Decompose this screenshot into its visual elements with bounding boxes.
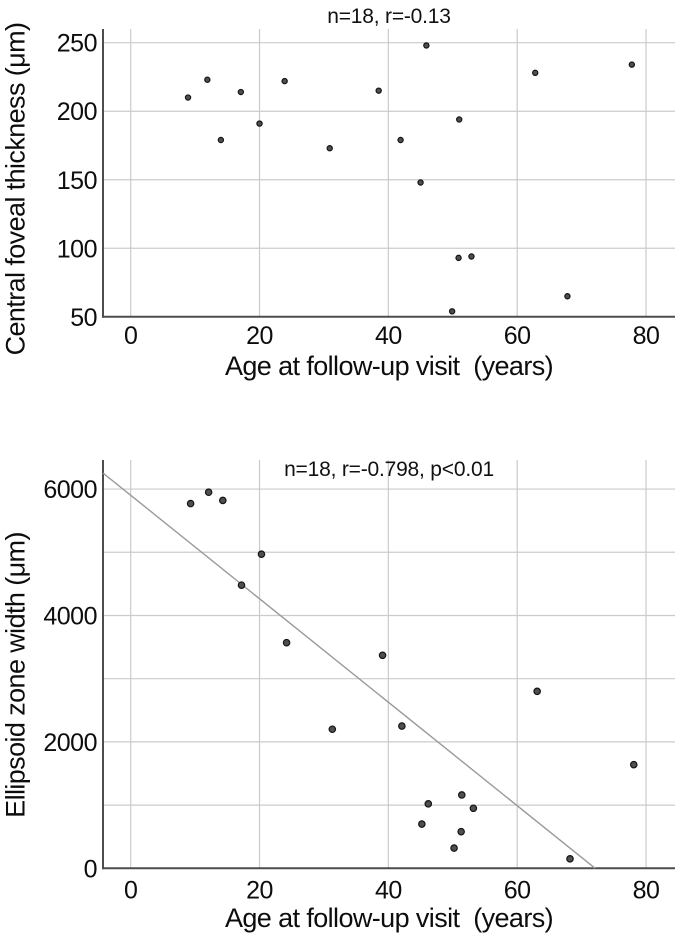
y-tick-label: 50: [70, 304, 97, 332]
data-point: [378, 651, 387, 660]
data-point: [450, 844, 458, 852]
x-tick-label: 80: [633, 322, 660, 350]
data-point: [468, 253, 475, 260]
data-point: [237, 88, 245, 96]
cft-scatter-plot: 0 20 40 60 80 50 100 150 200 250: [57, 29, 675, 350]
data-point: [455, 254, 462, 262]
data-point: [328, 725, 337, 734]
data-point: [256, 120, 263, 127]
chart-ellipsoid-zone-width: 0 20 40 60 80 0 2000 4000 6000 n=18, r=-0.798, p…: [0, 400, 685, 945]
ezw-scatter-plot: 0 20 40 60 80 0 2000 4000 6000: [43, 460, 675, 904]
data-point: [564, 293, 571, 300]
data-point: [282, 638, 291, 647]
x-tick-label: 40: [375, 322, 402, 350]
x-tick-label: 40: [375, 876, 402, 904]
cft-x-axis-label: Age at follow-up visit (years): [224, 351, 554, 381]
cft-chart-title: n=18, r=-0.13: [327, 5, 451, 28]
data-point: [469, 804, 478, 813]
x-tick-label: 0: [124, 876, 137, 904]
data-point: [533, 687, 541, 696]
data-point: [375, 87, 382, 94]
data-point: [257, 550, 266, 558]
data-point: [397, 136, 404, 144]
data-point: [532, 69, 539, 77]
x-tick-label: 20: [246, 876, 273, 904]
data-point: [424, 800, 433, 808]
data-point: [204, 76, 211, 83]
data-point: [418, 820, 426, 828]
data-point: [219, 496, 227, 505]
data-point: [628, 61, 636, 68]
y-tick-label: 150: [57, 167, 97, 195]
y-tick-label: 200: [57, 98, 97, 126]
data-point: [237, 581, 246, 589]
data-point: [281, 77, 288, 85]
y-tick-label: 6000: [43, 476, 97, 504]
data-point: [566, 855, 574, 863]
ezw-x-axis-label: Age at follow-up visit (years): [224, 903, 554, 933]
data-point: [423, 42, 430, 49]
x-tick-label: 80: [633, 876, 660, 904]
ezw-chart-title: n=18, r=-0.798, p<0.01: [284, 458, 494, 481]
cft-y-axis-label: Central foveal thickness (μm): [0, 22, 31, 356]
data-point: [204, 488, 213, 497]
y-tick-label: 4000: [43, 602, 97, 630]
data-point: [398, 722, 406, 730]
data-point: [448, 308, 456, 315]
x-tick-label: 60: [504, 876, 531, 904]
data-point: [217, 136, 225, 144]
data-point: [629, 760, 638, 769]
y-tick-label: 250: [57, 30, 97, 58]
data-point: [457, 827, 465, 836]
y-tick-label: 2000: [43, 729, 97, 757]
x-tick-label: 20: [246, 322, 273, 350]
ezw-y-axis-label: Ellipsoid zone width (μm): [0, 532, 31, 818]
y-tick-label: 0: [84, 855, 97, 883]
y-tick-label: 100: [57, 235, 97, 263]
x-tick-label: 60: [504, 322, 531, 350]
chart-central-foveal-thickness: 0 20 40 60 80 50 100 150 200 250 n=18, r=-0.13 Ce…: [0, 0, 685, 400]
data-point: [184, 94, 192, 101]
data-point: [186, 499, 195, 508]
data-point: [457, 791, 466, 799]
regression-line: [102, 472, 596, 869]
data-point: [456, 116, 463, 123]
data-point: [326, 145, 333, 152]
x-tick-label: 0: [124, 322, 137, 350]
data-point: [417, 179, 424, 186]
